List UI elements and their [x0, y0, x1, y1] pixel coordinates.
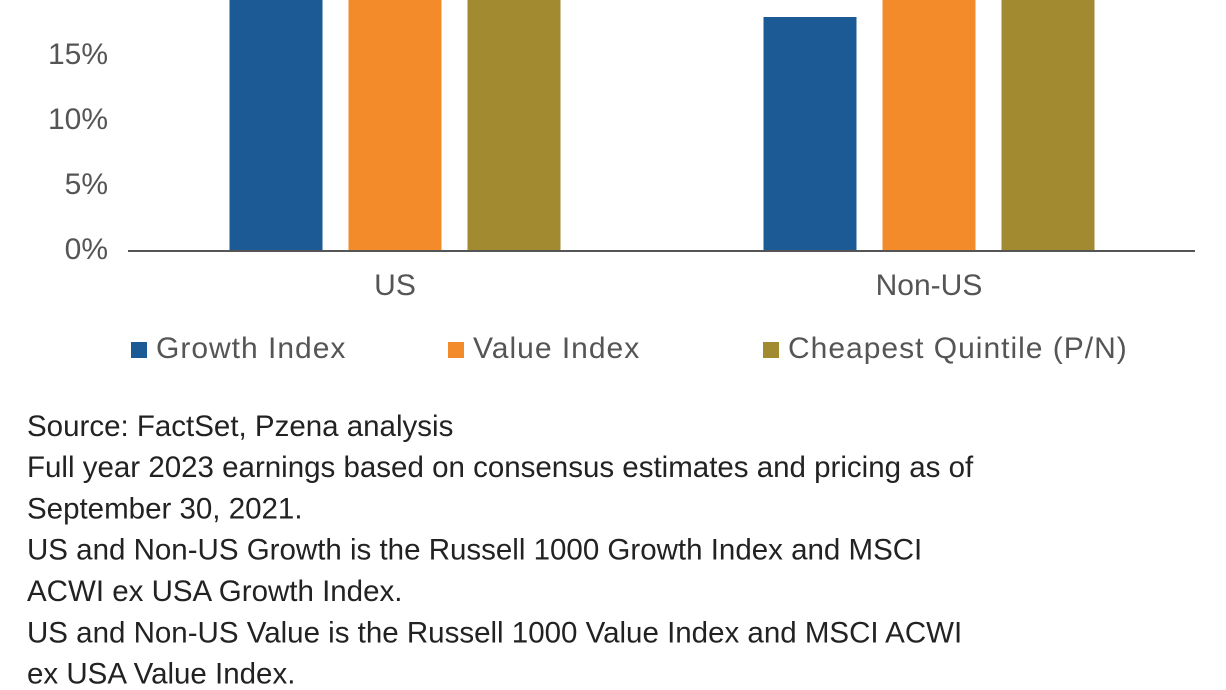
- legend-label: Value Index: [473, 332, 640, 365]
- y-tick-label: 10%: [48, 103, 108, 136]
- footnote: September 30, 2021.: [27, 492, 303, 525]
- footnote: Source: FactSet, Pzena analysis: [27, 410, 453, 443]
- y-tick-label: 0%: [65, 233, 108, 266]
- y-tick-label: 20%: [48, 0, 108, 6]
- y-tick-label: 15%: [48, 38, 108, 71]
- legend-swatch: [763, 342, 779, 358]
- bar: [229, 0, 323, 251]
- legend-swatch: [131, 342, 147, 358]
- x-tick-label: Non-US: [876, 269, 983, 302]
- legend-swatch: [448, 342, 464, 358]
- footnote: US and Non-US Growth is the Russell 1000…: [27, 534, 922, 567]
- bar: [882, 0, 976, 251]
- footnote: US and Non-US Value is the Russell 1000 …: [27, 616, 962, 649]
- bar: [1001, 0, 1095, 251]
- bar: [348, 0, 442, 251]
- legend-label: Growth Index: [156, 332, 346, 365]
- bar: [763, 17, 857, 251]
- footnote: ACWI ex USA Growth Index.: [27, 575, 402, 608]
- footnote: ex USA Value Index.: [27, 658, 295, 690]
- x-tick-label: US: [374, 269, 416, 302]
- y-tick-label: 5%: [65, 168, 108, 201]
- legend-label: Cheapest Quintile (P/N): [788, 332, 1128, 365]
- footnote: Full year 2023 earnings based on consens…: [27, 451, 974, 484]
- bar: [467, 0, 561, 251]
